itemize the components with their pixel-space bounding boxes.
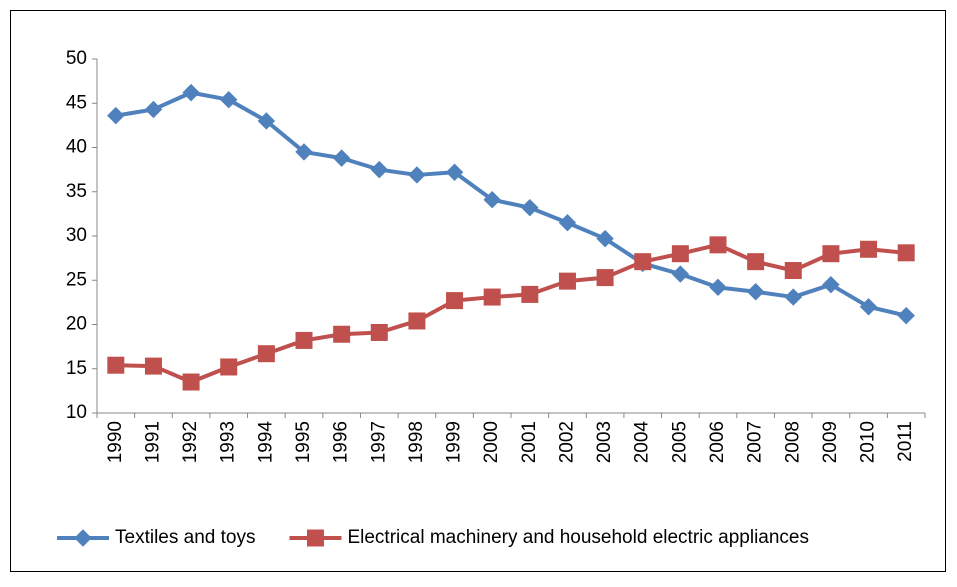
chart-border [10,10,946,572]
x-tick-label: 2002 [556,421,577,463]
x-tick-label: 2006 [707,421,728,463]
data-point [295,143,313,161]
data-point [558,272,576,290]
data-point [220,358,238,376]
y-tick-label: 10 [66,402,87,423]
x-tick-label: 1993 [218,421,239,463]
legend-label: Textiles and toys [115,527,255,548]
x-tick-label: 1999 [444,421,465,463]
y-tick-label: 15 [66,358,87,379]
x-tick-label: 1997 [368,421,389,463]
legend-marker [74,529,92,547]
data-point [295,331,313,349]
data-point [408,312,426,330]
x-tick-label: 2000 [481,421,502,463]
data-point [144,100,163,119]
x-tick-label: 2009 [820,421,841,463]
data-point [483,288,501,306]
data-point [671,245,689,263]
y-tick-label: 25 [66,269,87,290]
data-point [596,229,614,248]
x-tick-label: 1992 [180,421,201,463]
series-line [115,242,907,385]
data-point [558,214,577,232]
y-tick-label: 50 [66,48,87,69]
x-tick-label: 2007 [745,421,766,463]
data-point [408,166,426,184]
data-point [709,278,727,297]
data-point [182,83,200,102]
data-point [897,244,915,262]
data-point [521,285,539,303]
data-point [107,106,125,125]
y-tick-label: 20 [66,314,87,335]
data-point [370,160,388,179]
data-point [897,306,915,325]
data-point [445,163,464,181]
data-point [860,240,878,258]
data-point [333,325,351,343]
x-tick-label: 2008 [782,421,803,463]
x-tick-label: 2011 [895,421,916,462]
data-point [822,245,840,263]
data-point [747,253,765,271]
x-tick-label: 1994 [255,421,276,464]
series-line [115,90,907,318]
data-point [521,198,539,217]
x-tick-label: 2001 [519,421,540,463]
x-tick-label: 2010 [858,421,879,463]
x-tick-label: 1996 [331,421,352,463]
x-tick-label: 1998 [406,421,427,463]
data-point [257,112,276,130]
data-point [370,323,388,341]
legend-marker [306,529,324,547]
data-point [596,269,614,287]
x-tick-label: 2004 [632,421,653,464]
data-point [107,356,125,374]
data-point [446,292,464,310]
y-tick-label: 35 [66,181,87,202]
data-point [784,262,802,280]
data-point [220,91,238,109]
x-tick-label: 2005 [669,421,690,463]
x-tick-label: 1995 [293,421,314,463]
data-point [671,265,690,283]
data-point [822,275,840,294]
data-point [182,373,200,391]
data-point [634,253,652,271]
data-point [144,357,162,375]
data-point [784,288,802,306]
y-tick-label: 30 [66,225,87,246]
data-point [746,283,765,301]
legend-label: Electrical machinery and household elect… [347,527,809,548]
data-point [859,298,878,316]
data-point [332,149,351,167]
data-point [257,345,275,363]
data-point [483,191,501,209]
y-tick-label: 45 [66,92,87,113]
data-point [709,236,727,254]
x-tick-label: 1990 [105,421,126,463]
x-tick-label: 2003 [594,421,615,463]
y-tick-label: 40 [66,137,87,158]
x-tick-label: 1991 [142,421,163,463]
